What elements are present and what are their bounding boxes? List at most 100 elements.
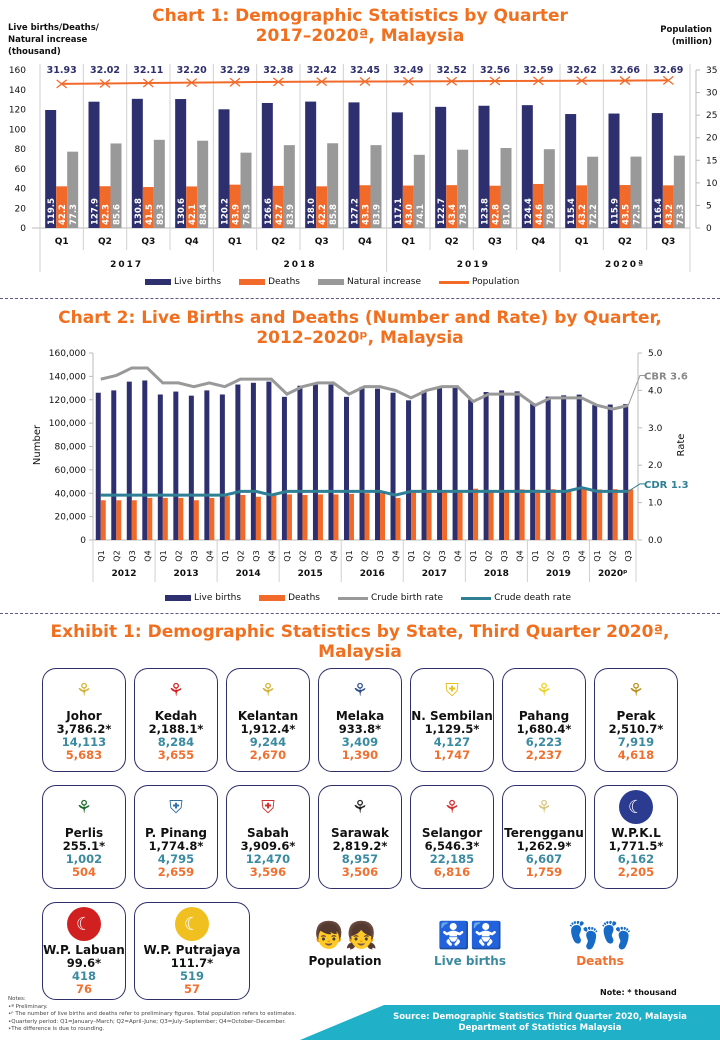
bar-deaths xyxy=(272,185,284,228)
year-label: 2016 xyxy=(360,569,385,579)
population-marker xyxy=(56,79,68,89)
x-tick-label: Q2 xyxy=(423,550,432,561)
state-name: W.P. Putrajaya xyxy=(143,943,241,957)
state-live-births: 6,223 xyxy=(525,735,563,749)
bar-data-label: 130.6 xyxy=(177,198,187,225)
bar-natural-increase xyxy=(673,155,685,228)
state-deaths: 6,816 xyxy=(433,865,471,879)
y-tick-label: 20,000 xyxy=(55,513,87,523)
bar-deaths xyxy=(333,494,339,540)
year-label: 2013 xyxy=(174,569,199,579)
state-population: 933.8* xyxy=(338,722,382,736)
bar-data-label: 83.9 xyxy=(286,204,296,225)
state-deaths: 57 xyxy=(183,982,200,996)
x-tick-label: Q2 xyxy=(298,550,307,561)
bar-deaths xyxy=(619,185,631,228)
bar-live-births xyxy=(375,388,381,540)
flag-icon: ☾ xyxy=(67,907,101,941)
population-marker xyxy=(532,76,544,86)
bar-data-label: 117.1 xyxy=(394,198,404,225)
state-live-births: 22,185 xyxy=(429,852,475,866)
bar-live-births xyxy=(126,381,132,540)
legend-item-deaths: Deaths xyxy=(259,593,320,603)
chart1-title: Chart 1: Demographic Statistics by Quart… xyxy=(0,6,720,46)
x-tick-label: Q1 xyxy=(401,237,415,247)
crest-icon: ⚘ xyxy=(351,679,369,701)
bar-data-label: 43.3 xyxy=(362,204,372,225)
year-label: 2019 xyxy=(546,569,571,579)
population-label: 32.49 xyxy=(393,65,423,76)
state-population: 99.6* xyxy=(66,956,102,970)
x-tick-label: Q3 xyxy=(314,550,323,561)
chart1-right-axis-label: Population (million) xyxy=(660,24,712,48)
source-line2: Department of Statistics Malaysia xyxy=(458,1023,622,1033)
legend-swatch xyxy=(438,280,469,284)
bar-deaths xyxy=(316,186,328,228)
state-deaths: 1,759 xyxy=(525,865,563,879)
legend-item-crude-birth-rate: Crude birth rate xyxy=(337,593,444,603)
bar-live-births xyxy=(359,386,365,540)
bar-natural-increase xyxy=(457,149,469,228)
bar-data-label: 74.1 xyxy=(416,204,426,225)
bar-data-label: 122.7 xyxy=(437,198,447,225)
bar-natural-increase xyxy=(240,152,252,228)
population-marker xyxy=(489,76,501,86)
cdr-annotation: CDR 1.3 xyxy=(644,480,689,491)
x-tick-label: Q4 xyxy=(454,550,463,561)
state-card: ⚘ Pahang 1,680.4* 6,223 2,237 xyxy=(502,668,586,772)
state-card: ⚘ Sarawak 2,819.2* 8,957 3,506 xyxy=(318,785,402,889)
population-marker xyxy=(99,78,111,88)
cbr-leader xyxy=(627,374,646,406)
state-live-births: 6,607 xyxy=(525,852,563,866)
population-marker xyxy=(576,76,588,86)
state-population: 111.7* xyxy=(170,956,214,970)
state-name: Perlis xyxy=(64,826,104,840)
state-name: Kedah xyxy=(154,709,198,723)
key-births-label: Live births xyxy=(434,954,506,968)
bar-deaths xyxy=(380,493,386,540)
y-tick-label: 40,000 xyxy=(55,489,87,499)
bar-deaths xyxy=(286,494,292,540)
bar-data-label: 116.4 xyxy=(654,198,664,225)
state-live-births: 519 xyxy=(179,969,204,983)
y-tick-label: 100,000 xyxy=(49,419,86,429)
bar-data-label: 123.8 xyxy=(481,198,491,225)
crest-icon: ⚘ xyxy=(167,679,185,701)
note-line: •Quarterly period: Q1=January–March; Q2=… xyxy=(8,1018,286,1025)
x-tick-label: Q2 xyxy=(609,550,618,561)
bar-deaths xyxy=(359,185,371,228)
crest-icon: ⚘ xyxy=(535,796,553,818)
bar-live-births xyxy=(111,390,117,540)
bar-live-births xyxy=(312,384,318,540)
x-tick-label: Q3 xyxy=(315,237,329,247)
chart2-plot: 0 20,000 40,000 60,000 80,000 100,000 120,000 1… xyxy=(32,349,689,582)
bar-deaths xyxy=(489,185,501,228)
x-tick-label: Q4 xyxy=(143,550,152,561)
bar-live-births xyxy=(499,390,505,540)
y2-tick-label: 30 xyxy=(706,89,718,99)
x-tick-label: Q4 xyxy=(267,550,276,561)
y-tick-label: 120,000 xyxy=(49,396,86,406)
bar-live-births xyxy=(651,113,663,228)
population-label: 32.59 xyxy=(523,65,553,76)
bar-live-births xyxy=(514,391,520,540)
y2-tick-label: 3.0 xyxy=(648,424,663,434)
x-tick-label: Q1 xyxy=(345,550,354,561)
y2-tick-label: 35 xyxy=(706,66,717,76)
legend-label: Crude birth rate xyxy=(370,593,444,603)
state-name: Kelantan xyxy=(237,709,299,723)
state-population: 3,909.6* xyxy=(240,839,296,853)
bar-data-label: 81.0 xyxy=(503,204,513,225)
y-tick-label: 120 xyxy=(9,106,26,116)
bar-deaths xyxy=(473,488,479,540)
bar-live-births xyxy=(390,392,396,540)
bar-data-label: 44.6 xyxy=(535,204,545,225)
divider xyxy=(0,613,720,614)
bar-deaths xyxy=(532,183,544,228)
state-name: Johor xyxy=(66,709,102,723)
bar-live-births xyxy=(297,385,303,540)
bar-live-births xyxy=(157,394,163,540)
x-tick-label: Q3 xyxy=(141,237,155,247)
population-label: 32.45 xyxy=(350,65,380,76)
state-card: ⛨ P. Pinang 1,774.8* 4,795 2,659 xyxy=(134,785,218,889)
